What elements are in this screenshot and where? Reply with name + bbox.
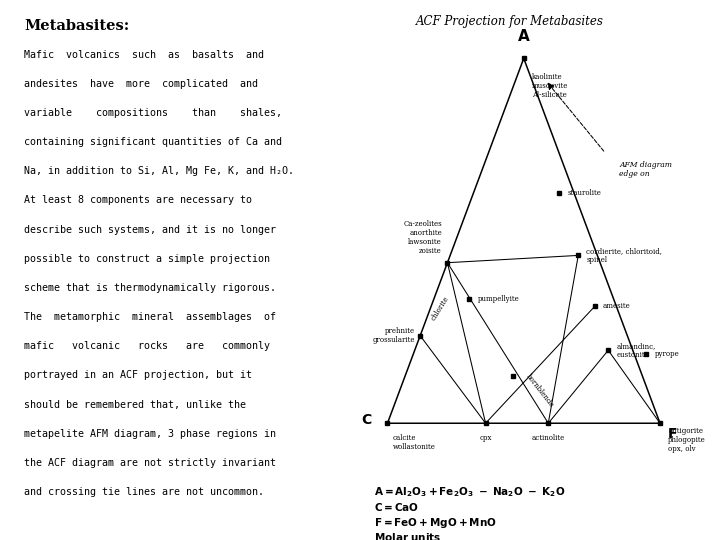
Text: cpx: cpx	[480, 434, 492, 442]
Text: cordierite, chloritoid,
spinel: cordierite, chloritoid, spinel	[587, 247, 662, 264]
Text: $\mathbf{F = FeO + MgO + MnO}$: $\mathbf{F = FeO + MgO + MnO}$	[374, 516, 497, 530]
Text: staurolite: staurolite	[567, 190, 601, 198]
Text: Metabasites:: Metabasites:	[24, 19, 129, 33]
Text: antigorite
phlogopite
opx, olv: antigorite phlogopite opx, olv	[668, 427, 706, 453]
Text: describe such systems, and it is no longer: describe such systems, and it is no long…	[24, 225, 276, 235]
Text: scheme that is thermodynamically rigorous.: scheme that is thermodynamically rigorou…	[24, 283, 276, 293]
Text: almandinc,
eustonite: almandinc, eustonite	[616, 342, 656, 359]
Text: kaolinite
muscuvite
Al-silicate: kaolinite muscuvite Al-silicate	[532, 73, 568, 99]
Text: A: A	[518, 29, 530, 44]
Text: Mafic  volcanics  such  as  basalts  and: Mafic volcanics such as basalts and	[24, 50, 264, 60]
Text: At least 8 components are necessary to: At least 8 components are necessary to	[24, 195, 252, 206]
Text: $\mathbf{A = Al_2O_3 + Fe_2O_3\ -\ Na_2O\ -\ K_2O}$: $\mathbf{A = Al_2O_3 + Fe_2O_3\ -\ Na_2O…	[374, 485, 565, 499]
Text: The  metamorphic  mineral  assemblages  of: The metamorphic mineral assemblages of	[24, 312, 276, 322]
Text: pumpellyite: pumpellyite	[477, 295, 519, 303]
Text: mafic   volcanic   rocks   are   commonly: mafic volcanic rocks are commonly	[24, 341, 270, 352]
Text: calcite
wollastonite: calcite wollastonite	[393, 434, 436, 451]
Text: AFM diagram
edge on: AFM diagram edge on	[619, 160, 672, 178]
Text: metapelite AFM diagram, 3 phase regions in: metapelite AFM diagram, 3 phase regions …	[24, 429, 276, 439]
Text: variable    compositions    than    shales,: variable compositions than shales,	[24, 108, 282, 118]
Text: possible to construct a simple projection: possible to construct a simple projectio…	[24, 254, 270, 264]
Text: andesites  have  more  complicated  and: andesites have more complicated and	[24, 79, 258, 89]
Text: portrayed in an ACF projection, but it: portrayed in an ACF projection, but it	[24, 370, 252, 381]
Text: ACF Projection for Metabasites: ACF Projection for Metabasites	[416, 15, 604, 28]
Text: Ca-zeolites
anorthite
lawsonite
zoisite: Ca-zeolites anorthite lawsonite zoisite	[403, 220, 442, 255]
Text: should be remembered that, unlike the: should be remembered that, unlike the	[24, 400, 246, 410]
Text: C: C	[361, 413, 371, 427]
Text: actinolite: actinolite	[531, 434, 565, 442]
Text: and crossing tie lines are not uncommon.: and crossing tie lines are not uncommon.	[24, 487, 264, 497]
Text: $\mathbf{Molar\ units}$: $\mathbf{Molar\ units}$	[374, 531, 441, 540]
Text: $\mathbf{C = CaO}$: $\mathbf{C = CaO}$	[374, 501, 419, 512]
Text: amesite: amesite	[603, 302, 631, 310]
Text: hornblende: hornblende	[523, 372, 555, 409]
Text: pyrope: pyrope	[654, 350, 680, 358]
Text: prehnite
grossularite: prehnite grossularite	[372, 327, 415, 345]
Text: chlorite: chlorite	[430, 295, 451, 322]
Text: Na, in addition to Si, Al, Mg Fe, K, and H₂O.: Na, in addition to Si, Al, Mg Fe, K, and…	[24, 166, 294, 177]
Text: the ACF diagram are not strictly invariant: the ACF diagram are not strictly invaria…	[24, 458, 276, 468]
Text: F: F	[668, 427, 678, 441]
Text: containing significant quantities of Ca and: containing significant quantities of Ca …	[24, 137, 282, 147]
